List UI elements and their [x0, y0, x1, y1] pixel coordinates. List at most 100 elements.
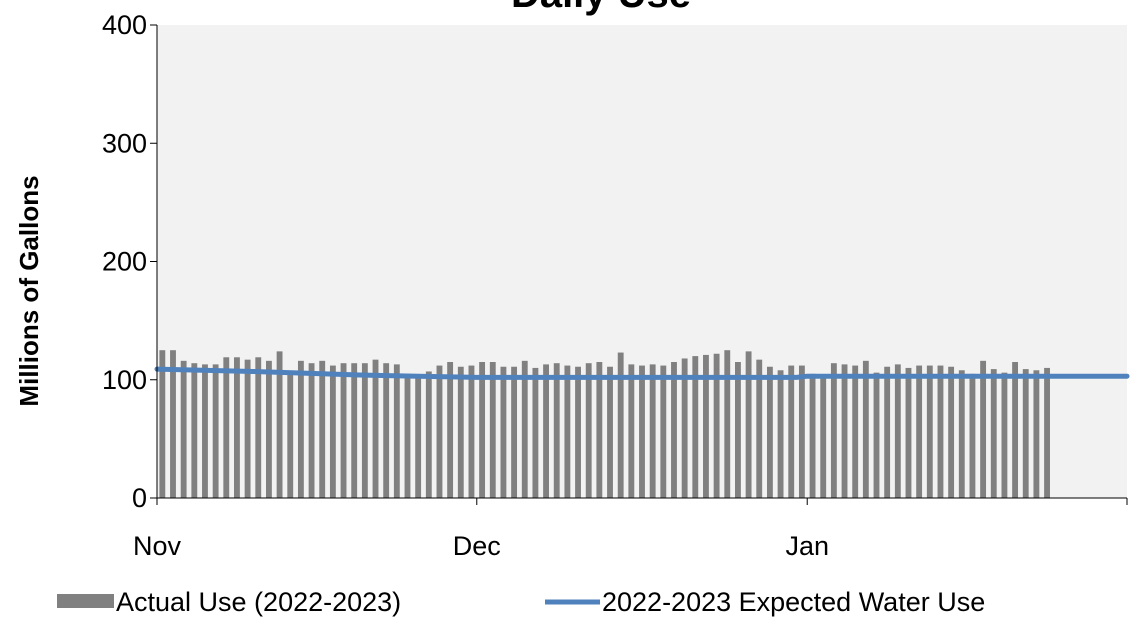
bar [617, 352, 624, 498]
y-tick-label: 400 [102, 10, 147, 40]
bar [1012, 362, 1019, 498]
bar [425, 371, 432, 498]
bar [255, 357, 262, 498]
bar [351, 363, 358, 498]
bar [894, 364, 901, 498]
bar [340, 363, 347, 498]
bar [223, 357, 230, 498]
bar [735, 362, 741, 498]
bar [393, 364, 400, 498]
bar [873, 372, 880, 498]
chart-title: Daily Use [511, 0, 691, 16]
bar [479, 362, 486, 498]
bar [703, 354, 709, 498]
bar [202, 364, 208, 498]
bar [276, 351, 283, 498]
bar [713, 353, 720, 498]
bar [457, 366, 464, 498]
bar [234, 357, 240, 498]
bars-layer [159, 350, 1050, 498]
bar [596, 362, 603, 498]
bar [1001, 372, 1008, 498]
y-tick-label: 200 [102, 247, 147, 277]
bar [361, 363, 368, 498]
bar [958, 370, 965, 498]
bar [585, 363, 592, 498]
bar [830, 363, 837, 498]
bar [820, 375, 827, 498]
bar [1033, 370, 1040, 498]
bar [788, 365, 795, 498]
bar [575, 366, 581, 498]
axes-layer: 0 100 200 300 400 Nov Dec Jan [102, 10, 1128, 561]
bar [511, 366, 518, 498]
bar [884, 366, 891, 498]
bar [724, 350, 731, 498]
expected-use-line [154, 366, 1130, 380]
bar [319, 360, 326, 498]
bar [948, 366, 955, 498]
bar [766, 366, 773, 498]
legend: Actual Use (2022-2023) 2022-2023 Expecte… [57, 587, 985, 617]
bar [649, 364, 656, 498]
line-layer [154, 366, 1130, 380]
bar [180, 360, 187, 498]
x-tick-label: Nov [133, 531, 182, 561]
bar [852, 365, 859, 498]
bar [447, 362, 454, 498]
bar [777, 370, 784, 498]
bar [692, 356, 699, 498]
bar [926, 365, 933, 498]
bar [404, 373, 411, 498]
bar [1044, 367, 1050, 498]
x-tick-label: Dec [453, 531, 501, 561]
bar [383, 363, 390, 498]
bar [639, 365, 645, 498]
x-tick-label: Jan [785, 531, 829, 561]
bar [841, 364, 848, 498]
bar [265, 360, 272, 498]
legend-swatch-actual [57, 594, 114, 608]
bar [905, 367, 912, 498]
y-tick-label: 100 [102, 365, 147, 395]
bar [159, 350, 166, 498]
bar [1022, 369, 1029, 498]
bar [969, 373, 976, 498]
bar [170, 350, 176, 498]
bar [671, 362, 677, 498]
bar [756, 359, 763, 498]
bar [990, 369, 997, 498]
bar [212, 364, 219, 498]
y-axis-title: Millions of Gallons [14, 175, 44, 406]
bar [436, 365, 443, 498]
bar [937, 365, 944, 498]
bar [297, 360, 304, 498]
legend-label-expected: 2022-2023 Expected Water Use [602, 587, 985, 617]
bar [564, 365, 571, 498]
bar [798, 365, 805, 498]
bar [308, 363, 315, 498]
bar [660, 365, 667, 498]
bar [745, 351, 752, 498]
bar [607, 366, 613, 498]
bar [468, 365, 475, 498]
bar [532, 367, 539, 498]
bar [500, 366, 507, 498]
bar [809, 373, 816, 498]
bar [372, 359, 379, 498]
bar [489, 362, 496, 498]
y-tick-label: 300 [102, 128, 147, 158]
bar [244, 359, 251, 498]
bar [553, 363, 560, 498]
bar [681, 358, 688, 498]
legend-label-actual: Actual Use (2022-2023) [116, 587, 401, 617]
bar [415, 375, 422, 498]
y-tick-label: 0 [132, 483, 147, 513]
bar [543, 364, 549, 498]
bar [191, 363, 198, 498]
bar [980, 360, 987, 498]
bar [329, 365, 336, 498]
bar [862, 360, 869, 498]
bar [287, 375, 294, 498]
